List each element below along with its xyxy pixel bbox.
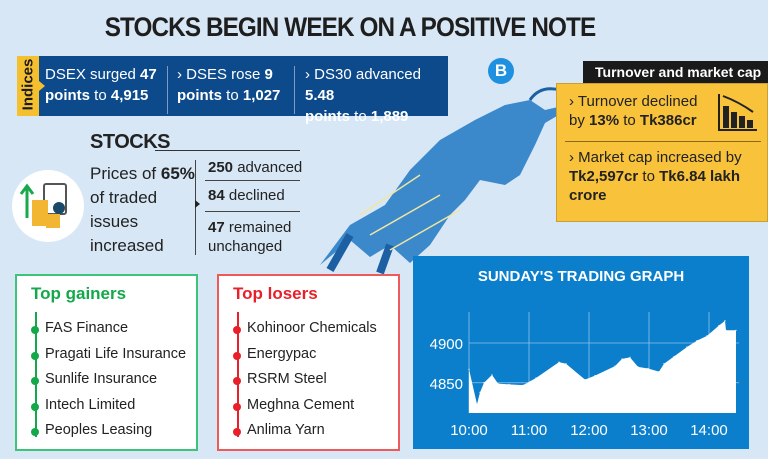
list-item: Meghna Cement	[247, 396, 355, 413]
indices-label: Indices	[19, 58, 37, 111]
data-point	[658, 371, 660, 373]
x-tick-label: 14:00	[690, 422, 728, 439]
bullet-icon	[31, 402, 39, 411]
x-tick-label: 13:00	[630, 422, 668, 439]
pointer-icon	[39, 81, 45, 91]
data-point	[718, 324, 720, 327]
pointer-icon	[195, 200, 200, 208]
divider	[205, 211, 300, 212]
unchanged-count: 47 remained unchanged	[208, 219, 292, 255]
list-item: Kohinoor Chemicals	[247, 320, 377, 336]
x-tick-label: 12:00	[570, 422, 608, 439]
data-point	[491, 374, 493, 376]
bullet-icon	[233, 428, 241, 436]
turnover-heading: Turnover and market cap	[583, 61, 768, 83]
data-point	[535, 377, 537, 379]
y-tick-label: 4900	[430, 336, 463, 353]
data-point	[584, 378, 586, 381]
list-item: Intech Limited	[45, 396, 136, 413]
top-gainers-heading: Top gainers	[31, 284, 127, 303]
data-point	[663, 363, 665, 365]
turnover-text: › Turnover declined by 13% to Tk386cr	[569, 93, 698, 129]
list-item: Pragati Life Insurance	[45, 345, 187, 362]
top-gainers-box: Top gainers FAS Finance Pragati Life Insu…	[15, 274, 198, 451]
data-point	[725, 329, 727, 331]
index-area-series	[469, 320, 736, 413]
bullet-icon	[31, 326, 39, 334]
money-growth-icon	[12, 170, 84, 242]
indices-tab: Indices	[17, 56, 39, 116]
top-losers-box: Top losers Kohinoor Chemicals Energypac RS…	[217, 274, 400, 451]
x-tick-label: 10:00	[450, 422, 488, 439]
data-point	[497, 382, 499, 385]
index-dses: › DSES rose 9 points to 1,027	[177, 66, 281, 104]
y-tick-label: 4850	[430, 376, 463, 393]
indices-bar: Indices DSEX surged 47 points to 4,915 › …	[17, 56, 448, 125]
data-point	[594, 375, 596, 377]
bull-illustration	[320, 87, 562, 275]
divider	[155, 150, 300, 151]
data-point	[483, 382, 485, 384]
data-point	[468, 368, 470, 370]
divider	[167, 66, 168, 114]
bullet-icon	[233, 326, 241, 334]
advanced-count: 250 advanced	[208, 159, 303, 176]
index-dsex: DSEX surged 47 points to 4,915	[45, 66, 157, 104]
stocks-heading: STOCKS	[90, 131, 170, 153]
data-point	[614, 365, 616, 367]
bullet-icon	[31, 377, 39, 385]
list-item: FAS Finance	[45, 320, 129, 336]
data-point	[637, 366, 639, 368]
data-point	[476, 403, 478, 405]
data-point	[696, 340, 698, 342]
data-point	[558, 361, 560, 363]
data-point	[735, 329, 737, 331]
prices-summary: Prices of 65% of traded issues increased	[90, 164, 195, 255]
bullet-icon	[233, 351, 241, 360]
bullet-icon	[233, 377, 241, 385]
divider	[294, 66, 295, 114]
divider	[565, 141, 761, 142]
x-tick-label: 11:00	[511, 422, 547, 439]
page-title: STOCKS BEGIN WEEK ON A POSITIVE NOTE	[104, 12, 596, 42]
list-item: Energypac	[247, 345, 317, 362]
list-item: Anlima Yarn	[247, 422, 325, 438]
bullet-icon	[31, 428, 39, 436]
data-point	[629, 356, 631, 358]
declined-count: 84 declined	[208, 187, 285, 204]
divider	[35, 312, 37, 437]
divider	[237, 312, 239, 437]
bullet-icon	[31, 351, 39, 360]
data-point	[686, 346, 688, 348]
data-point	[565, 363, 567, 365]
data-point	[647, 367, 649, 370]
data-point	[508, 383, 510, 385]
data-point	[673, 355, 675, 358]
declining-chart-icon	[718, 94, 757, 131]
data-point	[621, 358, 623, 360]
index-ds30: › DS30 advanced 5.48 points to 1,889	[305, 66, 421, 125]
turnover-box: › Turnover declined by 13% to Tk386cr › …	[556, 83, 768, 222]
list-item: RSRM Steel	[247, 371, 327, 387]
data-point	[522, 384, 524, 386]
list-item: Sunlife Insurance	[45, 371, 158, 387]
list-item: Peoples Leasing	[45, 422, 153, 438]
brand-logo: B	[488, 58, 514, 84]
trading-graph: SUNDAY'S TRADING GRAPH 10:00 11:00 12:00 13…	[413, 256, 749, 449]
top-losers-heading: Top losers	[233, 284, 318, 303]
chart-plot: 10:00 11:00 12:00 13:00 14:00 4850 4900	[430, 312, 739, 439]
market-cap-text: › Market cap increased by Tk2,597cr to T…	[569, 149, 742, 204]
bullet-icon	[233, 402, 241, 411]
divider	[205, 180, 300, 181]
data-point	[479, 391, 481, 393]
chart-title: SUNDAY'S TRADING GRAPH	[477, 268, 685, 285]
data-point	[724, 320, 726, 322]
data-point	[706, 335, 708, 337]
